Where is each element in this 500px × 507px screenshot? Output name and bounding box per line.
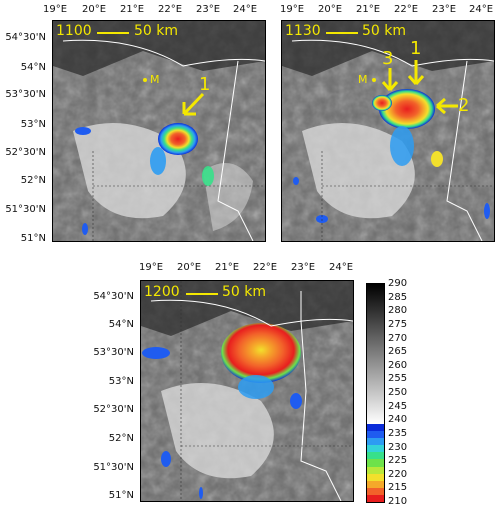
country-border (217, 60, 254, 241)
lat-tick: 51°N (108, 490, 134, 501)
arrow-left-icon (436, 97, 458, 115)
marker-label-2: 2 (458, 95, 470, 116)
satellite-map-1200 (140, 280, 354, 502)
marker-dot (372, 78, 376, 82)
colorbar-label: 210 (388, 496, 408, 507)
marker-dot (143, 78, 147, 82)
colorbar-label: 245 (388, 400, 408, 412)
colorbar-segment (367, 494, 384, 503)
colorbar-label: 235 (388, 427, 408, 439)
arrow-down-icon (381, 68, 399, 91)
colorbar-segment (367, 473, 384, 482)
lon-tick: 20°E (318, 4, 343, 15)
colorbar-segment (367, 424, 384, 432)
lat-tick: 54°N (108, 319, 134, 330)
lon-tick: 20°E (82, 4, 107, 15)
lat-tick: 52°N (108, 433, 134, 444)
lon-tick: 22°E (158, 4, 183, 15)
colorbar-label: 230 (388, 441, 408, 453)
colorbar-label: 215 (388, 482, 408, 494)
colorbar-label: 280 (388, 305, 408, 317)
lat-tick: 54°30'N (5, 32, 46, 43)
satellite-map-1100 (52, 20, 266, 242)
coastline (62, 39, 265, 67)
marker-label-1: 1 (410, 38, 422, 59)
colorbar-warm (367, 284, 384, 424)
lat-tick: 54°30'N (93, 291, 134, 302)
colorbar (366, 283, 385, 503)
lon-tick: 23°E (196, 4, 221, 15)
colorbar-cold (367, 424, 384, 503)
colorbar-label: 275 (388, 318, 408, 330)
lon-tick: 21°E (120, 4, 145, 15)
lat-tick: 52°30'N (93, 404, 134, 415)
scale-label: 50 km (134, 23, 179, 39)
lon-tick: 20°E (177, 262, 202, 273)
lon-tick: 24°E (233, 4, 258, 15)
lat-tick: 54°N (20, 62, 46, 73)
lat-tick: 51°N (20, 233, 46, 244)
lon-tick: 23°E (291, 262, 316, 273)
colorbar-label: 250 (388, 387, 408, 398)
lon-tick: 24°E (469, 4, 494, 15)
lon-tick: 19°E (139, 262, 164, 273)
colorbar-segment (367, 431, 384, 439)
lat-tick: 51°30'N (93, 462, 134, 473)
colorbar-segment (367, 452, 384, 460)
scale-bar (97, 32, 129, 34)
colorbar-segment (367, 487, 384, 496)
lat-tick: 52°30'N (5, 147, 46, 158)
marker-label-m: M (150, 73, 160, 86)
time-label: 1200 (144, 284, 180, 300)
colorbar-label: 240 (388, 414, 408, 426)
colorbar-segment (367, 466, 384, 475)
lon-tick: 19°E (43, 4, 68, 15)
marker-label-3: 3 (382, 48, 394, 69)
time-label: 1100 (56, 23, 92, 39)
colorbar-label: 225 (388, 455, 408, 467)
lat-tick: 53°30'N (93, 347, 134, 358)
scale-bar (186, 293, 218, 295)
lat-tick: 51°30'N (5, 204, 46, 215)
colorbar-label: 290 (388, 278, 408, 289)
lat-tick: 53°30'N (5, 89, 46, 100)
scale-label: 50 km (222, 284, 267, 300)
time-label: 1130 (285, 23, 321, 39)
arrow-down-icon (407, 60, 425, 85)
colorbar-label: 260 (388, 359, 408, 371)
lat-tick: 52°N (20, 175, 46, 186)
colorbar-label: 220 (388, 468, 408, 480)
arrow-icon (182, 92, 205, 116)
lon-tick: 21°E (356, 4, 381, 15)
lon-tick: 21°E (215, 262, 240, 273)
colorbar-segment (367, 438, 384, 446)
lon-tick: 22°E (253, 262, 278, 273)
lon-tick: 22°E (394, 4, 419, 15)
scale-bar (326, 32, 358, 34)
lat-tick: 53°N (20, 119, 46, 130)
colorbar-label: 255 (388, 373, 408, 385)
colorbar-segment (367, 445, 384, 453)
colorbar-label: 265 (388, 346, 408, 358)
marker-label-m: M (358, 73, 368, 86)
lon-tick: 24°E (329, 262, 354, 273)
lon-tick: 23°E (432, 4, 457, 15)
satellite-map-1130 (281, 20, 495, 242)
scale-label: 50 km (362, 23, 407, 39)
marker-label-1: 1 (199, 74, 211, 95)
colorbar-label: 285 (388, 291, 408, 303)
lon-tick: 19°E (280, 4, 305, 15)
colorbar-label: 270 (388, 332, 408, 344)
lat-tick: 53°N (108, 376, 134, 387)
colorbar-segment (367, 459, 384, 468)
colorbar-segment (367, 480, 384, 489)
